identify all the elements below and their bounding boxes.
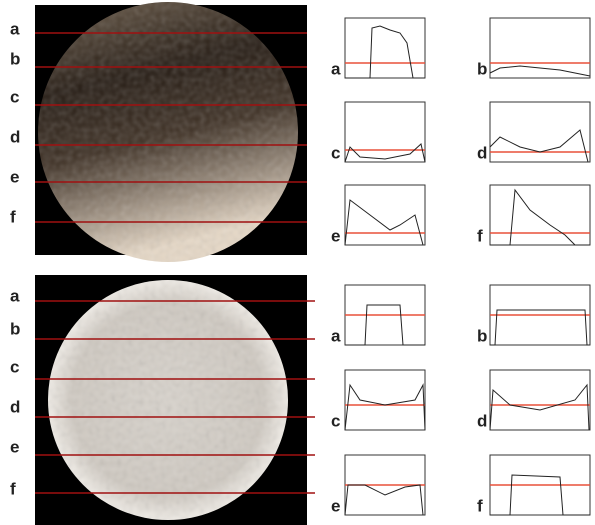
plot-label: f xyxy=(477,226,483,245)
profile-curve xyxy=(344,143,426,163)
image-label: a xyxy=(10,286,20,305)
image-label: e xyxy=(10,437,19,456)
profile-curve xyxy=(490,188,590,246)
plot-label: c xyxy=(331,143,340,162)
profile-curve xyxy=(490,309,590,346)
plot-label: d xyxy=(477,411,487,430)
image-label: d xyxy=(10,127,20,146)
profile-curve xyxy=(344,383,426,431)
plot-label: a xyxy=(331,326,341,345)
image-noise xyxy=(38,2,298,262)
image-label: f xyxy=(10,479,16,498)
profile-curve xyxy=(489,383,590,431)
profile-box xyxy=(344,17,426,79)
image-label: d xyxy=(10,397,20,416)
image-label: b xyxy=(10,319,20,338)
profile-curve xyxy=(490,474,590,516)
plot-label: d xyxy=(477,143,487,162)
image-label: c xyxy=(10,87,19,106)
profile-box xyxy=(344,184,426,246)
plot-label: c xyxy=(331,411,340,430)
image-label: b xyxy=(10,49,20,68)
plot-label: a xyxy=(331,59,341,78)
image-label: a xyxy=(10,19,20,38)
profile-curve xyxy=(489,65,591,77)
plot-label: f xyxy=(477,496,483,515)
profile-curve xyxy=(489,129,589,163)
profile-curve xyxy=(344,484,424,516)
image-label: e xyxy=(10,167,19,186)
plot-label: e xyxy=(331,496,340,515)
profile-curve xyxy=(345,25,425,79)
image-label: f xyxy=(10,207,16,226)
profile-curve xyxy=(344,199,424,246)
profile-box xyxy=(344,101,426,163)
profile-box xyxy=(489,184,591,246)
image-noise xyxy=(48,280,288,520)
profile-box xyxy=(489,17,591,79)
profile-box xyxy=(344,369,426,431)
plot-label: e xyxy=(331,226,340,245)
profile-curve xyxy=(345,304,425,346)
plot-label: b xyxy=(477,59,487,78)
profile-box xyxy=(489,101,591,163)
plot-label: b xyxy=(477,326,487,345)
image-label: c xyxy=(10,357,19,376)
